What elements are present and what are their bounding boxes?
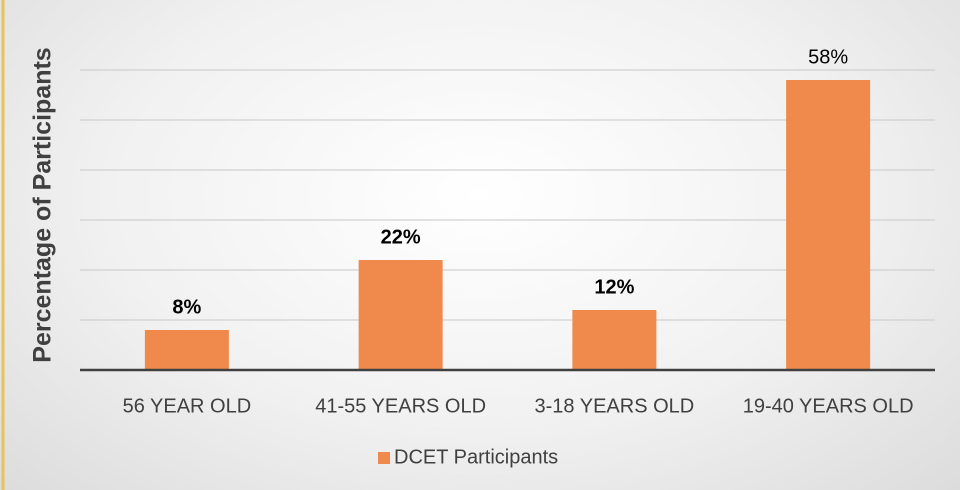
x-tick-label: 41-55 YEARS OLD [315, 395, 486, 417]
y-axis-label: Percentage of Participants [29, 47, 57, 362]
bar [144, 330, 229, 370]
data-label: 12% [594, 276, 634, 298]
legend-label: DCET Participants [394, 446, 558, 468]
x-tick-label: 19-40 YEARS OLD [743, 395, 914, 417]
legend-swatch [378, 452, 390, 464]
x-tick-label: 3-18 YEARS OLD [535, 395, 695, 417]
data-label: 58% [808, 46, 848, 68]
x-tick-label: 56 YEAR OLD [123, 395, 252, 417]
data-label: 22% [381, 226, 421, 248]
data-label: 8% [172, 296, 201, 318]
bar [786, 80, 871, 370]
bar [572, 310, 657, 370]
bar [358, 260, 443, 370]
